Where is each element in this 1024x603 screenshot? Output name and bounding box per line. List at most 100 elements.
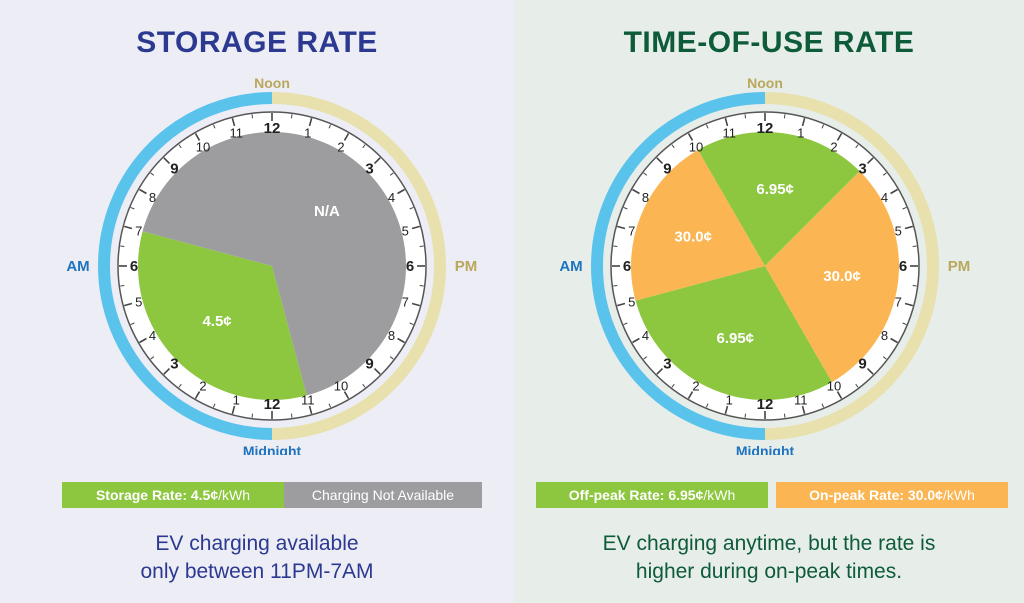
- legend-bold: On-peak Rate: 30.0¢: [809, 487, 943, 503]
- segment-rate-label: 6.95¢: [756, 181, 794, 198]
- hour-number: 1: [233, 392, 240, 407]
- hour-number: 9: [170, 160, 178, 177]
- tick-mark: [705, 403, 709, 408]
- hour-number: 1: [726, 392, 733, 407]
- tick-mark: [419, 284, 424, 287]
- tick-mark: [836, 133, 843, 141]
- legend-unit: /kWh: [703, 487, 736, 503]
- hour-number: 4: [881, 190, 888, 205]
- pm-ring: [271, 92, 446, 440]
- tick-mark: [902, 206, 907, 210]
- tick-mark: [178, 383, 182, 388]
- hour-number: 11: [301, 392, 315, 407]
- tick-mark: [389, 172, 394, 176]
- hour-number: 6: [130, 258, 138, 275]
- hour-number: 8: [149, 190, 156, 205]
- am-ring: [98, 92, 273, 440]
- tick-mark: [724, 405, 729, 414]
- hour-number: 2: [692, 379, 699, 394]
- tick-mark: [130, 206, 135, 210]
- hour-number: 9: [663, 160, 671, 177]
- tick-mark: [671, 383, 675, 388]
- hour-number: 1: [304, 126, 311, 141]
- tick-mark: [124, 225, 133, 230]
- tick-mark: [397, 188, 405, 195]
- tick-mark: [343, 133, 350, 141]
- legend-text: Charging Not Available: [311, 487, 455, 503]
- tick-mark: [744, 114, 747, 119]
- tick-mark: [632, 337, 640, 344]
- tick-mark: [163, 367, 171, 375]
- pm-ring: [764, 92, 939, 440]
- tick-mark: [373, 157, 381, 165]
- tick-mark: [783, 114, 786, 119]
- hour-number: 11: [723, 126, 737, 141]
- tick-mark: [617, 302, 626, 307]
- hour-number: 10: [827, 379, 841, 394]
- legend-unit: /kWh: [218, 487, 251, 503]
- hour-number: 12: [264, 120, 281, 137]
- pm-label: PM: [948, 258, 971, 275]
- hour-number: 9: [858, 356, 866, 373]
- hour-number: 7: [402, 295, 409, 310]
- segment-rate-label: 4.5¢: [202, 313, 231, 330]
- hour-number: 12: [757, 396, 774, 413]
- tick-mark: [194, 391, 201, 399]
- noon-label: Noon: [747, 75, 783, 91]
- storage-rate-panel: STORAGE RATE 4.5¢ N/A 12 1 2 3 4 5 6 7 8 9 10 11 12 1 2 3…: [0, 0, 514, 603]
- tick-mark: [783, 413, 786, 418]
- tick-mark: [866, 367, 874, 375]
- off-peak-legend: Off-peak Rate: 6.95¢/kWh: [536, 482, 768, 508]
- tick-mark: [130, 322, 135, 326]
- hour-number: 9: [365, 356, 373, 373]
- tick-mark: [308, 405, 313, 414]
- tick-mark: [623, 206, 628, 210]
- tick-mark: [362, 144, 366, 149]
- tick-mark: [397, 337, 405, 344]
- hour-number: 3: [170, 356, 178, 373]
- time-of-use-caption: EV charging anytime, but the rate is hig…: [514, 530, 1024, 586]
- tick-mark: [362, 383, 366, 388]
- tick-mark: [163, 157, 171, 165]
- tick-mark: [290, 114, 293, 119]
- tick-mark: [617, 225, 626, 230]
- am-label: AM: [66, 258, 89, 275]
- noon-label: Noon: [254, 75, 290, 91]
- tick-mark: [613, 245, 618, 248]
- hour-number: 11: [230, 126, 244, 141]
- rate-segment: [635, 266, 832, 400]
- tick-mark: [308, 118, 313, 127]
- midnight-label: Midnight: [243, 443, 302, 455]
- tick-mark: [656, 157, 664, 165]
- hour-number: 3: [365, 160, 373, 177]
- segment-rate-label: 30.0¢: [823, 268, 861, 285]
- tick-mark: [643, 172, 648, 176]
- tick-mark: [882, 356, 887, 360]
- tick-mark: [231, 405, 236, 414]
- am-ring: [591, 92, 766, 440]
- hour-number: 11: [794, 392, 808, 407]
- hour-number: 5: [895, 223, 902, 238]
- tick-mark: [836, 391, 843, 399]
- rate-segment: [765, 171, 899, 383]
- hour-number: 2: [830, 139, 837, 154]
- hour-number: 4: [642, 328, 649, 343]
- tick-mark: [882, 172, 887, 176]
- tick-mark: [705, 124, 709, 129]
- tick-mark: [251, 413, 254, 418]
- tick-mark: [855, 383, 859, 388]
- hour-number: 5: [628, 295, 635, 310]
- caption-line-1: EV charging anytime, but the rate is: [602, 532, 936, 555]
- rate-segment: [631, 149, 765, 301]
- tick-mark: [801, 405, 806, 414]
- caption-line-2: higher during on-peak times.: [635, 560, 903, 583]
- tick-mark: [643, 356, 648, 360]
- tick-mark: [373, 367, 381, 375]
- tick-mark: [419, 245, 424, 248]
- segment-rate-label: 6.95¢: [716, 330, 754, 347]
- hour-number: 3: [858, 160, 866, 177]
- hour-number: 10: [334, 379, 348, 394]
- midnight-label: Midnight: [736, 443, 795, 455]
- tick-mark: [687, 391, 694, 399]
